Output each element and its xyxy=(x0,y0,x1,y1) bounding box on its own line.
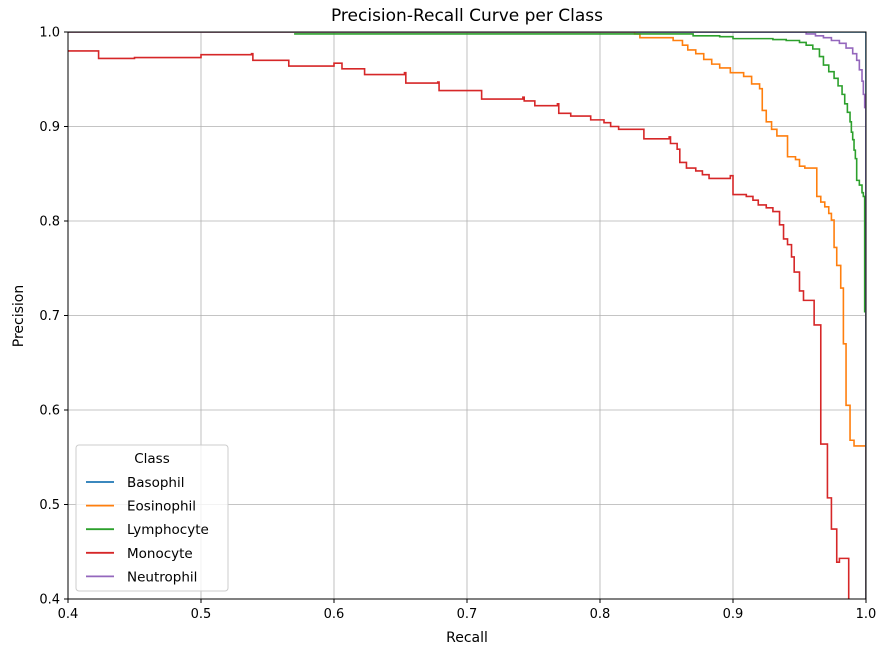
legend-label-basophil: Basophil xyxy=(127,475,184,491)
x-tick-label: 0.7 xyxy=(457,607,478,622)
plot-area xyxy=(68,32,866,599)
legend-label-eosinophil: Eosinophil xyxy=(127,499,196,515)
y-tick-label: 0.8 xyxy=(39,215,60,230)
legend-label-lymphocyte: Lymphocyte xyxy=(127,522,209,538)
x-tick-label: 0.9 xyxy=(723,607,744,622)
series-line-neutrophil xyxy=(68,32,866,599)
series-layer xyxy=(68,32,866,599)
x-axis-label: Recall xyxy=(446,630,488,646)
x-tick-label: 0.4 xyxy=(58,607,79,622)
x-tick-label: 0.6 xyxy=(324,607,345,622)
legend-label-neutrophil: Neutrophil xyxy=(127,569,197,585)
y-tick-label: 0.6 xyxy=(39,404,60,419)
y-tick-label: 1.0 xyxy=(39,26,60,41)
y-axis-ticks: 0.4 0.5 0.6 0.7 0.8 0.9 1.0 xyxy=(39,26,68,608)
legend: Class Basophil Eosinophil Lymphocyte Monocy… xyxy=(75,444,229,592)
x-axis-ticks: 0.4 0.5 0.6 0.7 0.8 0.9 1.0 xyxy=(58,599,877,622)
x-tick-label: 0.5 xyxy=(191,607,212,622)
x-tick-label: 1.0 xyxy=(856,607,877,622)
chart-title: Precision-Recall Curve per Class xyxy=(331,6,603,26)
y-tick-label: 0.5 xyxy=(39,498,60,513)
y-tick-label: 0.7 xyxy=(39,309,60,324)
legend-title: Class xyxy=(134,451,170,467)
y-tick-label: 0.4 xyxy=(39,593,60,608)
series-line-eosinophil xyxy=(68,32,866,599)
legend-entries: Basophil Eosinophil Lymphocyte Monocyte Neut… xyxy=(86,475,209,585)
y-tick-label: 0.9 xyxy=(39,120,60,135)
x-tick-label: 0.8 xyxy=(590,607,611,622)
series-line-monocyte xyxy=(68,50,850,599)
legend-label-monocyte: Monocyte xyxy=(127,546,193,562)
series-line-lymphocyte xyxy=(294,33,866,599)
y-axis-label: Precision xyxy=(11,285,27,347)
